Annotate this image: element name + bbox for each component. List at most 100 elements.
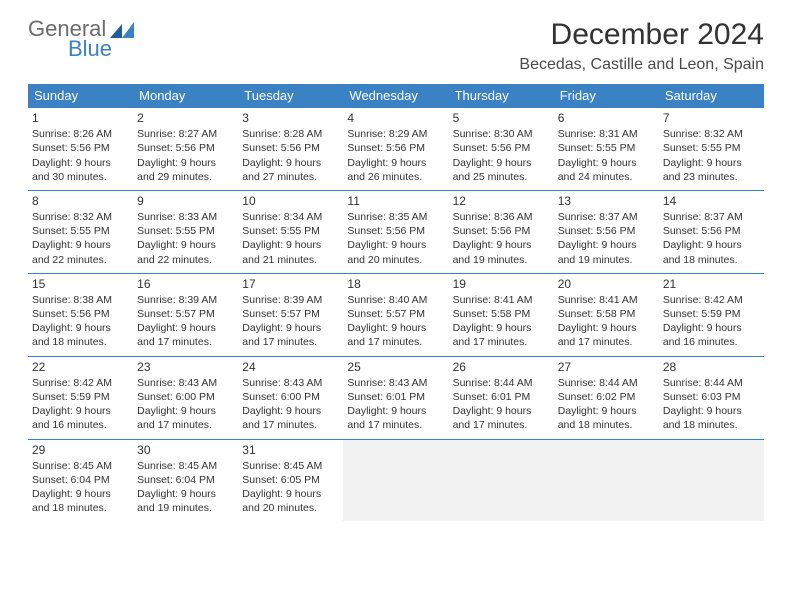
day-sunrise: Sunrise: 8:39 AM: [137, 293, 234, 307]
day-daylight: Daylight: 9 hours and 19 minutes.: [558, 238, 655, 266]
day-daylight: Daylight: 9 hours and 18 minutes.: [558, 404, 655, 432]
title-block: December 2024 Becedas, Castille and Leon…: [519, 18, 764, 74]
logo-mark-icon: [110, 20, 136, 42]
day-sunrise: Sunrise: 8:31 AM: [558, 127, 655, 141]
calendar-day-cell: 11Sunrise: 8:35 AMSunset: 5:56 PMDayligh…: [343, 190, 448, 273]
day-number: 20: [558, 276, 655, 292]
day-sunrise: Sunrise: 8:37 AM: [558, 210, 655, 224]
day-sunset: Sunset: 5:56 PM: [32, 141, 129, 155]
day-number: 15: [32, 276, 129, 292]
day-number: 8: [32, 193, 129, 209]
day-number: 22: [32, 359, 129, 375]
day-daylight: Daylight: 9 hours and 22 minutes.: [32, 238, 129, 266]
day-number: 6: [558, 110, 655, 126]
day-number: 3: [242, 110, 339, 126]
day-sunrise: Sunrise: 8:45 AM: [137, 459, 234, 473]
day-sunrise: Sunrise: 8:26 AM: [32, 127, 129, 141]
day-daylight: Daylight: 9 hours and 24 minutes.: [558, 156, 655, 184]
calendar-day-cell: 29Sunrise: 8:45 AMSunset: 6:04 PMDayligh…: [28, 439, 133, 521]
month-title: December 2024: [519, 18, 764, 52]
day-sunset: Sunset: 6:00 PM: [137, 390, 234, 404]
day-sunrise: Sunrise: 8:42 AM: [663, 293, 760, 307]
weekday-header: Tuesday: [238, 84, 343, 108]
day-sunset: Sunset: 5:56 PM: [558, 224, 655, 238]
calendar-day-cell: 4Sunrise: 8:29 AMSunset: 5:56 PMDaylight…: [343, 108, 448, 191]
logo: General Blue: [28, 18, 136, 60]
day-sunset: Sunset: 6:04 PM: [137, 473, 234, 487]
day-sunrise: Sunrise: 8:36 AM: [453, 210, 550, 224]
day-daylight: Daylight: 9 hours and 17 minutes.: [242, 404, 339, 432]
calendar-day-cell: 31Sunrise: 8:45 AMSunset: 6:05 PMDayligh…: [238, 439, 343, 521]
calendar-day-cell: 12Sunrise: 8:36 AMSunset: 5:56 PMDayligh…: [449, 190, 554, 273]
day-daylight: Daylight: 9 hours and 29 minutes.: [137, 156, 234, 184]
day-number: 19: [453, 276, 550, 292]
day-daylight: Daylight: 9 hours and 26 minutes.: [347, 156, 444, 184]
day-sunset: Sunset: 6:00 PM: [242, 390, 339, 404]
day-number: 9: [137, 193, 234, 209]
day-sunrise: Sunrise: 8:42 AM: [32, 376, 129, 390]
calendar-week-row: 8Sunrise: 8:32 AMSunset: 5:55 PMDaylight…: [28, 190, 764, 273]
calendar-empty-cell: [659, 439, 764, 521]
calendar-day-cell: 2Sunrise: 8:27 AMSunset: 5:56 PMDaylight…: [133, 108, 238, 191]
day-sunrise: Sunrise: 8:43 AM: [347, 376, 444, 390]
calendar-day-cell: 19Sunrise: 8:41 AMSunset: 5:58 PMDayligh…: [449, 273, 554, 356]
day-daylight: Daylight: 9 hours and 17 minutes.: [137, 321, 234, 349]
day-sunset: Sunset: 5:57 PM: [242, 307, 339, 321]
calendar-day-cell: 21Sunrise: 8:42 AMSunset: 5:59 PMDayligh…: [659, 273, 764, 356]
day-sunrise: Sunrise: 8:45 AM: [242, 459, 339, 473]
day-daylight: Daylight: 9 hours and 30 minutes.: [32, 156, 129, 184]
day-number: 7: [663, 110, 760, 126]
day-sunset: Sunset: 5:58 PM: [453, 307, 550, 321]
calendar-day-cell: 9Sunrise: 8:33 AMSunset: 5:55 PMDaylight…: [133, 190, 238, 273]
day-number: 21: [663, 276, 760, 292]
day-sunrise: Sunrise: 8:37 AM: [663, 210, 760, 224]
calendar-day-cell: 30Sunrise: 8:45 AMSunset: 6:04 PMDayligh…: [133, 439, 238, 521]
day-sunset: Sunset: 5:59 PM: [663, 307, 760, 321]
day-sunset: Sunset: 5:57 PM: [347, 307, 444, 321]
weekday-header: Monday: [133, 84, 238, 108]
day-number: 18: [347, 276, 444, 292]
day-number: 2: [137, 110, 234, 126]
day-sunset: Sunset: 6:05 PM: [242, 473, 339, 487]
calendar-day-cell: 28Sunrise: 8:44 AMSunset: 6:03 PMDayligh…: [659, 356, 764, 439]
day-sunrise: Sunrise: 8:41 AM: [453, 293, 550, 307]
day-sunset: Sunset: 5:56 PM: [453, 141, 550, 155]
day-sunset: Sunset: 5:59 PM: [32, 390, 129, 404]
calendar-day-cell: 27Sunrise: 8:44 AMSunset: 6:02 PMDayligh…: [554, 356, 659, 439]
day-daylight: Daylight: 9 hours and 22 minutes.: [137, 238, 234, 266]
day-sunrise: Sunrise: 8:35 AM: [347, 210, 444, 224]
day-sunset: Sunset: 5:55 PM: [663, 141, 760, 155]
day-sunrise: Sunrise: 8:29 AM: [347, 127, 444, 141]
day-sunrise: Sunrise: 8:34 AM: [242, 210, 339, 224]
day-sunset: Sunset: 6:03 PM: [663, 390, 760, 404]
calendar-empty-cell: [554, 439, 659, 521]
header: General Blue December 2024 Becedas, Cast…: [28, 18, 764, 74]
calendar-week-row: 22Sunrise: 8:42 AMSunset: 5:59 PM Dayligh…: [28, 356, 764, 439]
day-number: 27: [558, 359, 655, 375]
weekday-header: Thursday: [449, 84, 554, 108]
calendar-day-cell: 6Sunrise: 8:31 AMSunset: 5:55 PMDaylight…: [554, 108, 659, 191]
day-daylight: Daylight: 9 hours and 18 minutes.: [32, 321, 129, 349]
calendar-day-cell: 26Sunrise: 8:44 AMSunset: 6:01 PMDayligh…: [449, 356, 554, 439]
weekday-header: Friday: [554, 84, 659, 108]
day-sunrise: Sunrise: 8:41 AM: [558, 293, 655, 307]
calendar-day-cell: 25Sunrise: 8:43 AMSunset: 6:01 PMDayligh…: [343, 356, 448, 439]
day-sunrise: Sunrise: 8:32 AM: [663, 127, 760, 141]
day-sunset: Sunset: 5:56 PM: [347, 141, 444, 155]
calendar-day-cell: 1Sunrise: 8:26 AMSunset: 5:56 PMDaylight…: [28, 108, 133, 191]
day-daylight: Daylight: 9 hours and 18 minutes.: [32, 487, 129, 515]
calendar-day-cell: 3Sunrise: 8:28 AMSunset: 5:56 PMDaylight…: [238, 108, 343, 191]
calendar-day-cell: 22Sunrise: 8:42 AMSunset: 5:59 PMDayligh…: [28, 356, 133, 439]
calendar-day-cell: 20Sunrise: 8:41 AMSunset: 5:58 PMDayligh…: [554, 273, 659, 356]
day-sunset: Sunset: 5:56 PM: [453, 224, 550, 238]
calendar-empty-cell: [343, 439, 448, 521]
day-sunset: Sunset: 5:56 PM: [32, 307, 129, 321]
day-number: 11: [347, 193, 444, 209]
day-daylight: Daylight: 9 hours and 18 minutes.: [663, 238, 760, 266]
calendar-week-row: 15Sunrise: 8:38 AMSunset: 5:56 PMDayligh…: [28, 273, 764, 356]
day-daylight: Daylight: 9 hours and 20 minutes.: [242, 487, 339, 515]
day-sunset: Sunset: 6:02 PM: [558, 390, 655, 404]
calendar-day-cell: 17Sunrise: 8:39 AMSunset: 5:57 PMDayligh…: [238, 273, 343, 356]
calendar-day-cell: 18Sunrise: 8:40 AMSunset: 5:57 PMDayligh…: [343, 273, 448, 356]
calendar-day-cell: 23Sunrise: 8:43 AMSunset: 6:00 PMDayligh…: [133, 356, 238, 439]
